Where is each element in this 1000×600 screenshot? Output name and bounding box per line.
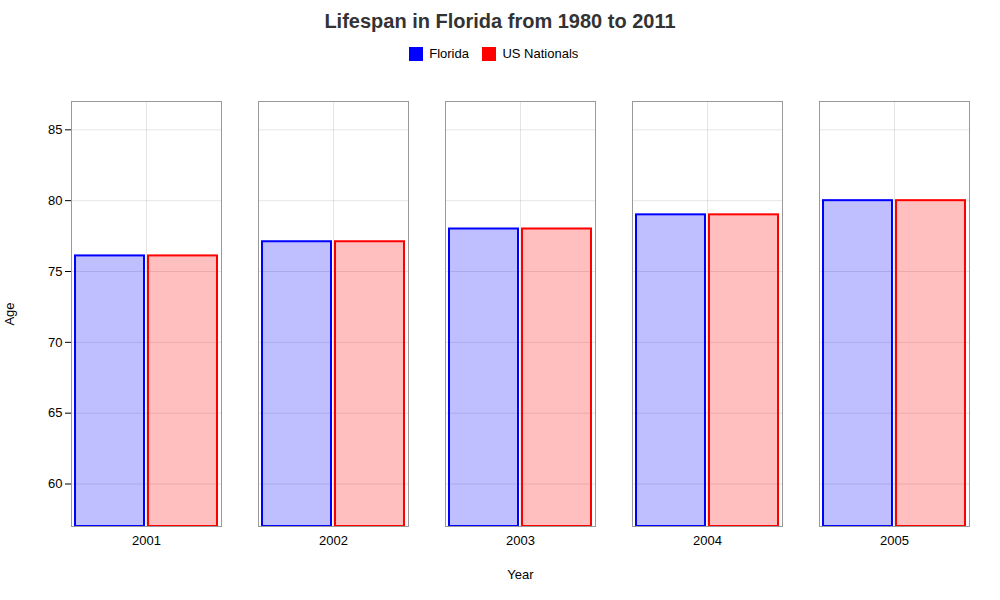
svg-text:2003: 2003 bbox=[506, 532, 535, 547]
svg-text:2002: 2002 bbox=[319, 532, 348, 547]
html-text:Lifespan in Florida from 1980: Lifespan in Florida from 1980 to 2011 bbox=[324, 10, 676, 32]
html-text:US Nationals: US Nationals bbox=[502, 46, 579, 61]
svg-text:75: 75 bbox=[48, 263, 62, 278]
svg-text:2001: 2001 bbox=[132, 532, 161, 547]
svg-text:60: 60 bbox=[48, 476, 62, 491]
svg-text:2004: 2004 bbox=[693, 532, 722, 547]
svg-text:Year: Year bbox=[507, 566, 534, 581]
svg-text:70: 70 bbox=[48, 334, 62, 349]
svg-text:80: 80 bbox=[48, 192, 62, 207]
svg-text:65: 65 bbox=[48, 405, 62, 420]
html-text:Florida: Florida bbox=[429, 46, 469, 61]
svg-text:2005: 2005 bbox=[880, 532, 909, 547]
svg-text:85: 85 bbox=[48, 121, 62, 136]
svg-text:Age: Age bbox=[2, 302, 17, 325]
